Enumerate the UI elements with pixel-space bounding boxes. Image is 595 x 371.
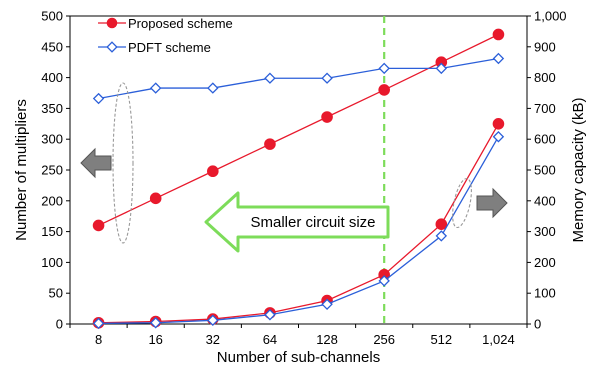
left-tick-label: 450 xyxy=(41,39,63,54)
right-tick-label: 700 xyxy=(534,101,556,116)
left-axis-ticks: 0 50 100 150 200 250 300 350 400 450 500 xyxy=(41,9,70,332)
series-1 xyxy=(92,52,505,105)
x-tick-label: 8 xyxy=(95,332,102,347)
x-tick-label: 128 xyxy=(316,332,338,347)
data-point xyxy=(378,275,390,287)
smaller-circuit-arrow-icon xyxy=(204,191,390,253)
data-point xyxy=(264,138,276,150)
data-point xyxy=(492,131,505,143)
series-line xyxy=(98,57,499,100)
data-point xyxy=(492,28,505,41)
data-point xyxy=(378,84,390,96)
x-tick-label: 512 xyxy=(430,332,452,347)
series-layer xyxy=(92,28,505,330)
series-line xyxy=(98,136,500,325)
x-axis-title: Number of sub-channels xyxy=(217,349,380,366)
right-tick-label: 0 xyxy=(534,317,541,332)
data-point xyxy=(321,111,333,123)
data-point xyxy=(149,317,162,329)
right-axis-ticks: 0 100 200 300 400 500 600 700 800 900 1,000 xyxy=(527,9,567,332)
right-axis-arrow-icon xyxy=(476,187,508,219)
x-tick-label: 256 xyxy=(373,332,395,347)
right-tick-label: 100 xyxy=(534,286,556,301)
legend-label-pdft: PDFT scheme xyxy=(128,40,211,55)
left-tick-label: 200 xyxy=(41,193,63,208)
right-tick-label: 1,000 xyxy=(534,9,567,24)
data-point xyxy=(264,72,276,84)
right-tick-label: 200 xyxy=(534,255,556,270)
data-point xyxy=(435,218,448,231)
series-0 xyxy=(92,28,505,232)
left-axis-title: Number of multipliers xyxy=(13,99,30,241)
x-tick-label: 64 xyxy=(263,332,277,347)
data-point xyxy=(92,92,105,105)
left-tick-label: 400 xyxy=(41,70,63,85)
right-tick-label: 900 xyxy=(534,39,556,54)
data-point xyxy=(92,317,105,330)
data-point xyxy=(492,118,505,130)
annotations: Smaller circuit size xyxy=(80,82,508,253)
data-point xyxy=(321,298,333,311)
data-point xyxy=(321,72,333,84)
data-point xyxy=(264,309,276,321)
plot-border xyxy=(69,15,528,325)
x-tick-label: 32 xyxy=(206,332,220,347)
data-point xyxy=(435,62,448,75)
x-tick-label: 16 xyxy=(148,332,162,347)
legend-marker-proposed xyxy=(106,17,118,29)
data-point xyxy=(149,82,162,94)
right-tick-label: 400 xyxy=(534,193,556,208)
left-tick-label: 500 xyxy=(41,9,63,24)
left-tick-label: 350 xyxy=(41,101,63,116)
left-axis-arrow-icon xyxy=(80,147,112,179)
left-tick-label: 100 xyxy=(41,255,63,270)
data-point xyxy=(492,52,505,65)
left-tick-label: 300 xyxy=(41,132,63,147)
plot-frame xyxy=(69,15,528,325)
ellipse-left-group xyxy=(112,82,134,244)
data-point xyxy=(207,165,219,178)
data-point xyxy=(149,192,162,205)
left-tick-label: 250 xyxy=(41,163,63,178)
ellipse-right-group xyxy=(452,177,472,229)
right-axis-title: Memory capacity (kB) xyxy=(570,97,587,242)
series-3 xyxy=(92,131,505,330)
right-tick-label: 300 xyxy=(534,224,556,239)
series-line xyxy=(98,33,499,227)
smaller-circuit-label: Smaller circuit size xyxy=(250,214,375,231)
data-point xyxy=(92,219,105,232)
right-tick-label: 600 xyxy=(534,132,556,147)
data-point xyxy=(207,82,219,94)
legend-marker-pdft xyxy=(106,41,118,53)
legend-label-proposed: Proposed scheme xyxy=(128,16,233,31)
legend: Proposed scheme PDFT scheme xyxy=(98,16,233,55)
data-point xyxy=(207,314,219,327)
data-point xyxy=(435,230,448,242)
right-tick-label: 800 xyxy=(534,70,556,85)
left-tick-label: 150 xyxy=(41,224,63,239)
left-tick-label: 0 xyxy=(56,317,63,332)
x-axis-ticks: 8 16 32 64 128 256 512 1,024 xyxy=(69,324,528,347)
right-tick-label: 500 xyxy=(534,163,556,178)
data-point xyxy=(378,62,390,75)
x-tick-label: 1,024 xyxy=(482,332,515,347)
series-line xyxy=(98,123,500,324)
left-tick-label: 50 xyxy=(49,286,63,301)
